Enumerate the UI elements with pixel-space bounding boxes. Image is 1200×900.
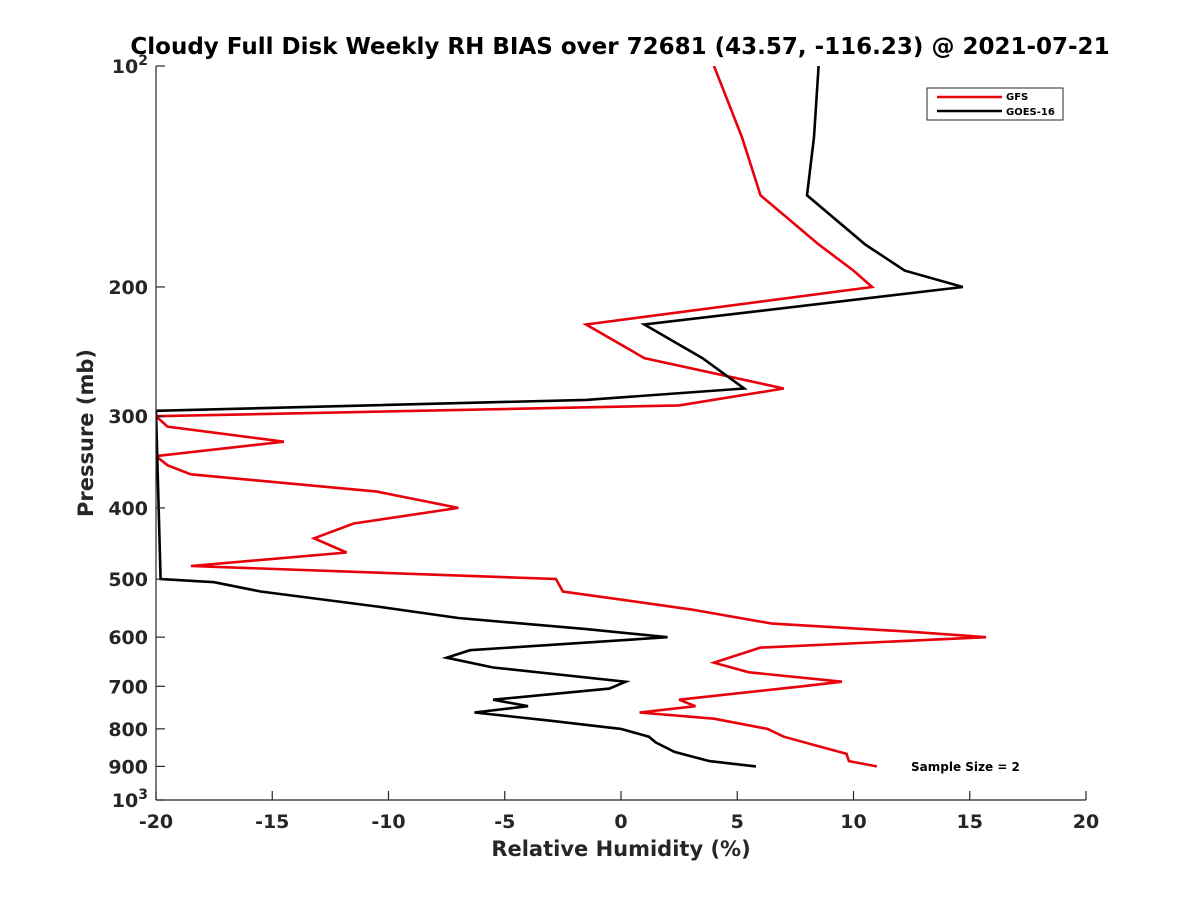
y-axis-label: Pressure (mb) [74,349,98,517]
legend: GFS GOES-16 [926,87,1064,121]
plot-area: -20 -15 -10 -5 0 5 10 15 20 102 200 300 400 500 600 70… [108,53,1099,833]
x-tick-label: -15 [255,811,289,833]
x-tick-label: -5 [494,811,515,833]
y-tick-label: 103 [112,787,148,812]
y-tick-label: 200 [108,277,148,299]
sample-size-note: Sample Size = 2 [911,760,1020,774]
x-tick-label: -10 [371,811,405,833]
x-tick-label: 10 [840,811,866,833]
y-tick-label: 700 [108,676,148,698]
legend-box [926,87,1064,121]
x-tick-label: 0 [614,811,627,833]
legend-label-goes16: GOES-16 [1006,107,1055,118]
y-tick-label: 300 [108,406,148,428]
x-ticks: -20 -15 -10 -5 0 5 10 15 20 [139,791,1099,833]
y-tick-label: 900 [108,756,148,778]
y-ticks: 102 200 300 400 500 600 700 800 900 103 [108,53,165,812]
legend-label-gfs: GFS [1006,92,1028,103]
series-line-gfs [156,66,987,768]
x-tick-label: 20 [1073,811,1099,833]
y-tick-label: 102 [112,53,148,78]
x-tick-label: 5 [731,811,744,833]
series-line-goes-16 [156,66,964,768]
x-axis-label: Relative Humidity (%) [491,837,750,861]
y-tick-label: 500 [108,569,148,591]
series-layer [156,66,987,768]
chart-title: Cloudy Full Disk Weekly RH BIAS over 726… [130,34,1109,60]
y-tick-label: 400 [108,498,148,520]
y-tick-label: 600 [108,627,148,649]
y-tick-label: 800 [108,719,148,741]
x-tick-label: -20 [139,811,173,833]
x-tick-label: 15 [957,811,983,833]
